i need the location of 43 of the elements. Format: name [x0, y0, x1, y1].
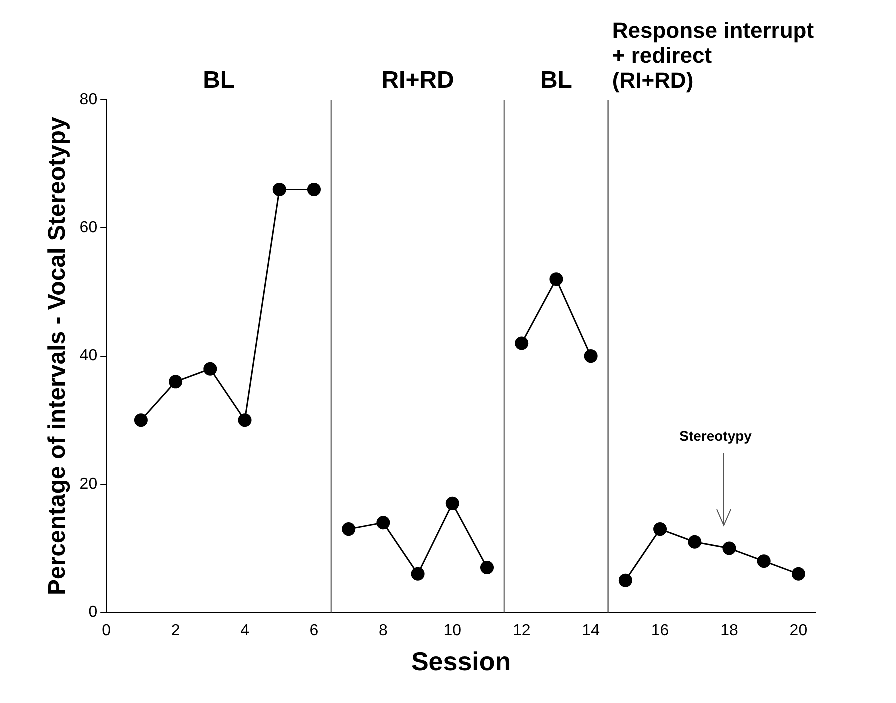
point — [688, 535, 702, 549]
point — [515, 336, 529, 350]
x-tick-label: 20 — [790, 622, 808, 640]
point — [307, 182, 321, 196]
x-tick-label: 16 — [651, 622, 670, 640]
point — [446, 496, 460, 510]
point — [204, 362, 218, 376]
annotation: Stereotypy — [680, 428, 752, 444]
x-axis-title: Session — [411, 646, 512, 677]
x-tick-label: 0 — [102, 622, 112, 640]
text: Response interrupt + redirect (RI+RD) — [612, 18, 815, 93]
x-tick-label: 6 — [310, 622, 319, 640]
point — [238, 414, 252, 428]
point — [722, 542, 736, 556]
y-tick-label: 0 — [88, 604, 98, 622]
x-tick-label: 10 — [444, 622, 462, 640]
point — [342, 522, 356, 536]
x-tick-label: 12 — [512, 622, 531, 640]
y-tick-label: 60 — [80, 220, 98, 237]
point — [376, 516, 390, 530]
point — [480, 560, 494, 574]
y-tick-label: 20 — [80, 476, 98, 493]
point — [618, 574, 632, 588]
x-tick-label: 4 — [240, 622, 250, 640]
point — [757, 554, 771, 568]
point — [584, 350, 598, 364]
text: BL — [540, 67, 572, 94]
text: BL — [203, 67, 236, 94]
y-tick-label: 40 — [80, 348, 98, 365]
text: RI+RD — [382, 67, 454, 94]
point — [792, 567, 806, 581]
x-tick-label: 18 — [720, 622, 738, 640]
x-tick-label: 2 — [171, 622, 180, 640]
point — [550, 272, 564, 286]
x-tick-label: 14 — [582, 622, 600, 640]
point — [654, 522, 668, 536]
y-tick-label: 80 — [80, 91, 98, 108]
x-tick-label: 8 — [378, 622, 388, 640]
point — [169, 375, 183, 389]
point — [272, 182, 286, 196]
point — [411, 567, 425, 581]
point — [134, 414, 148, 428]
y-axis-title: Percentage of intervals - Vocal Stereotypy — [44, 116, 72, 596]
